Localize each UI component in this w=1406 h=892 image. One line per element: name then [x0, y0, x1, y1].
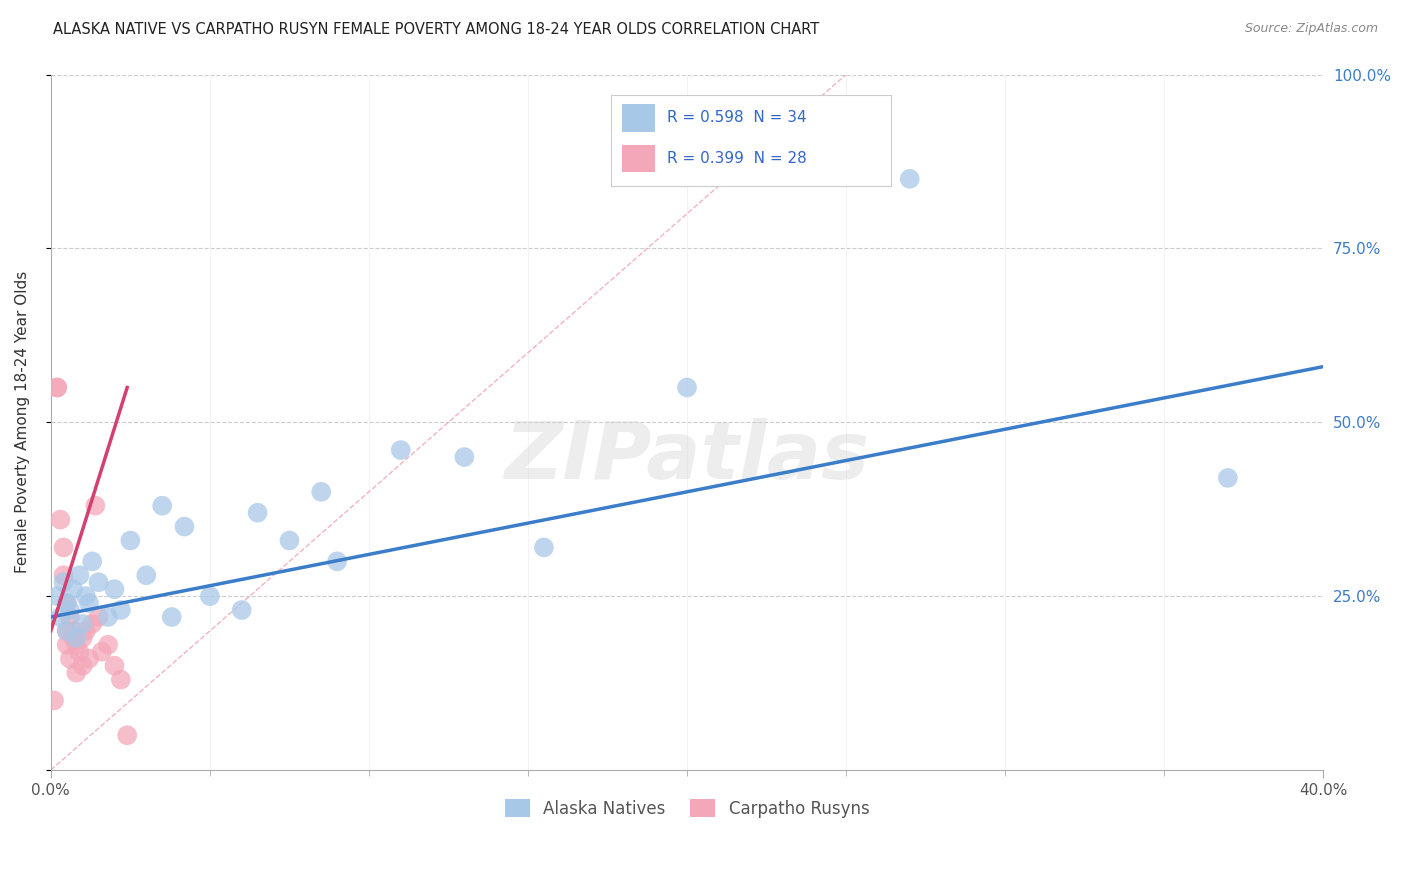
Point	[110, 603, 132, 617]
Point	[150, 499, 173, 513]
Point	[62, 582, 84, 597]
Point	[49, 513, 72, 527]
Point	[676, 380, 699, 394]
Point	[97, 638, 120, 652]
Point	[82, 554, 104, 568]
Y-axis label: Female Poverty Among 18-24 Year Olds: Female Poverty Among 18-24 Year Olds	[15, 271, 30, 574]
Point	[97, 610, 120, 624]
Point	[533, 541, 555, 555]
Point	[55, 596, 77, 610]
Point	[59, 651, 82, 665]
Point	[46, 380, 69, 394]
Point	[246, 506, 269, 520]
Point	[46, 589, 69, 603]
Point	[72, 616, 94, 631]
Point	[1216, 471, 1239, 485]
Point	[309, 484, 332, 499]
Point	[65, 665, 87, 680]
Point	[75, 624, 97, 638]
Point	[160, 610, 183, 624]
Point	[55, 624, 77, 638]
Point	[52, 575, 75, 590]
Point	[77, 651, 100, 665]
Text: Source: ZipAtlas.com: Source: ZipAtlas.com	[1244, 22, 1378, 36]
Point	[103, 582, 125, 597]
Point	[72, 631, 94, 645]
Point	[69, 645, 91, 659]
Text: ALASKA NATIVE VS CARPATHO RUSYN FEMALE POVERTY AMONG 18-24 YEAR OLDS CORRELATION: ALASKA NATIVE VS CARPATHO RUSYN FEMALE P…	[53, 22, 820, 37]
Point	[72, 658, 94, 673]
Point	[42, 693, 65, 707]
Point	[49, 610, 72, 624]
Point	[231, 603, 253, 617]
Point	[198, 589, 221, 603]
Point	[898, 171, 921, 186]
Point	[55, 638, 77, 652]
Point	[173, 519, 195, 533]
Point	[55, 596, 77, 610]
Point	[115, 728, 138, 742]
Point	[75, 589, 97, 603]
Point	[65, 631, 87, 645]
Point	[135, 568, 157, 582]
Point	[120, 533, 142, 548]
Point	[52, 568, 75, 582]
Point	[62, 631, 84, 645]
Legend: Alaska Natives, Carpatho Rusyns: Alaska Natives, Carpatho Rusyns	[498, 793, 876, 824]
Point	[65, 638, 87, 652]
Point	[82, 616, 104, 631]
Point	[90, 645, 112, 659]
Point	[69, 568, 91, 582]
Point	[87, 575, 110, 590]
Point	[389, 443, 412, 458]
Point	[77, 596, 100, 610]
Point	[87, 610, 110, 624]
Point	[52, 541, 75, 555]
Point	[59, 603, 82, 617]
Point	[278, 533, 301, 548]
Point	[55, 624, 77, 638]
Point	[46, 380, 69, 394]
Point	[326, 554, 349, 568]
Point	[110, 673, 132, 687]
Point	[103, 658, 125, 673]
Point	[453, 450, 475, 464]
Point	[62, 624, 84, 638]
Point	[84, 499, 107, 513]
Text: ZIPatlas: ZIPatlas	[505, 418, 869, 496]
Point	[59, 610, 82, 624]
